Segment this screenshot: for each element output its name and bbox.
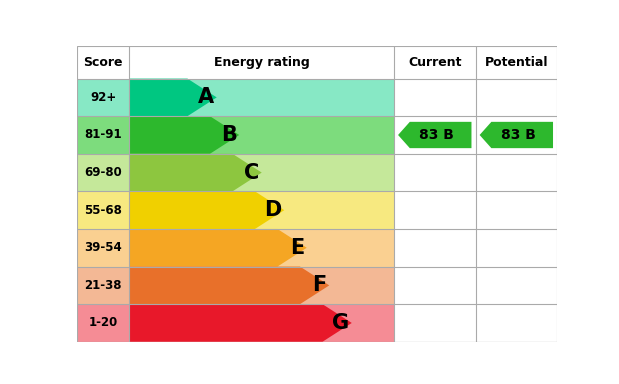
Polygon shape <box>129 266 329 304</box>
Text: D: D <box>264 200 282 220</box>
Bar <box>475 79 557 116</box>
Polygon shape <box>129 229 307 266</box>
Bar <box>77 229 394 266</box>
Bar <box>475 229 557 266</box>
Bar <box>475 154 557 191</box>
Text: 39-54: 39-54 <box>84 241 122 254</box>
Text: 83 B: 83 B <box>501 128 535 142</box>
Bar <box>394 229 475 266</box>
Bar <box>394 116 475 154</box>
Bar <box>77 304 394 342</box>
Polygon shape <box>129 79 217 116</box>
Bar <box>475 304 557 342</box>
Text: 83 B: 83 B <box>419 128 454 142</box>
Text: A: A <box>198 88 214 108</box>
Bar <box>394 79 475 116</box>
Bar <box>475 116 557 154</box>
Text: 1-20: 1-20 <box>89 316 118 329</box>
Text: F: F <box>313 275 327 295</box>
Text: Score: Score <box>84 56 123 69</box>
Text: E: E <box>290 238 305 258</box>
Bar <box>394 266 475 304</box>
Text: Current: Current <box>408 56 462 69</box>
Text: 92+: 92+ <box>90 91 116 104</box>
Bar <box>394 191 475 229</box>
Text: G: G <box>332 313 349 333</box>
Text: Energy rating: Energy rating <box>214 56 310 69</box>
Text: 55-68: 55-68 <box>84 204 122 217</box>
Bar <box>77 154 394 191</box>
Bar <box>475 266 557 304</box>
Polygon shape <box>480 122 553 148</box>
Bar <box>475 191 557 229</box>
Text: 21-38: 21-38 <box>85 279 122 292</box>
Polygon shape <box>398 122 472 148</box>
Text: C: C <box>244 162 259 182</box>
Text: B: B <box>221 125 237 145</box>
Polygon shape <box>129 154 262 191</box>
Polygon shape <box>129 116 239 154</box>
Text: Potential: Potential <box>485 56 548 69</box>
Polygon shape <box>129 304 352 342</box>
Polygon shape <box>129 191 284 229</box>
Text: 69-80: 69-80 <box>84 166 122 179</box>
Bar <box>77 191 394 229</box>
Bar <box>77 79 394 116</box>
Bar <box>77 266 394 304</box>
Bar <box>394 304 475 342</box>
Text: 81-91: 81-91 <box>84 129 122 141</box>
Bar <box>394 154 475 191</box>
Bar <box>77 116 394 154</box>
